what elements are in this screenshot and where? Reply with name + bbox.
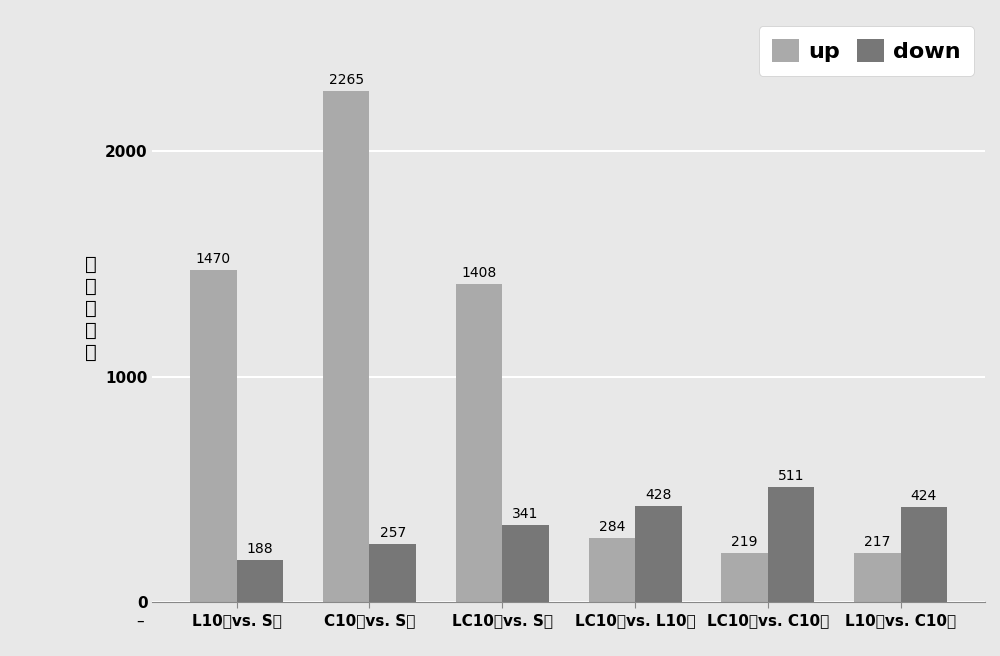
Bar: [502, 525, 549, 602]
Text: 424: 424: [911, 489, 937, 502]
Text: 284: 284: [599, 520, 625, 534]
Bar: [456, 284, 502, 602]
Text: 1408: 1408: [461, 266, 497, 280]
Text: 341: 341: [512, 507, 539, 522]
Bar: [237, 560, 283, 602]
Text: 217: 217: [864, 535, 891, 549]
Bar: [854, 554, 901, 602]
Text: 1470: 1470: [196, 253, 231, 266]
Text: 219: 219: [731, 535, 758, 549]
Text: 428: 428: [645, 487, 671, 502]
Text: 257: 257: [380, 526, 406, 541]
Bar: [369, 544, 416, 602]
Text: 188: 188: [247, 542, 273, 556]
Text: 511: 511: [778, 469, 804, 483]
Bar: [721, 553, 768, 602]
Bar: [901, 506, 947, 602]
Bar: [589, 539, 635, 602]
Bar: [635, 506, 682, 602]
Text: 2265: 2265: [329, 73, 364, 87]
Text: –: –: [136, 614, 144, 629]
Bar: [190, 270, 237, 602]
Bar: [323, 91, 369, 602]
Bar: [768, 487, 814, 602]
Y-axis label: 转
录
本
数
量: 转 录 本 数 量: [85, 255, 97, 362]
Legend: up, down: up, down: [759, 26, 974, 75]
